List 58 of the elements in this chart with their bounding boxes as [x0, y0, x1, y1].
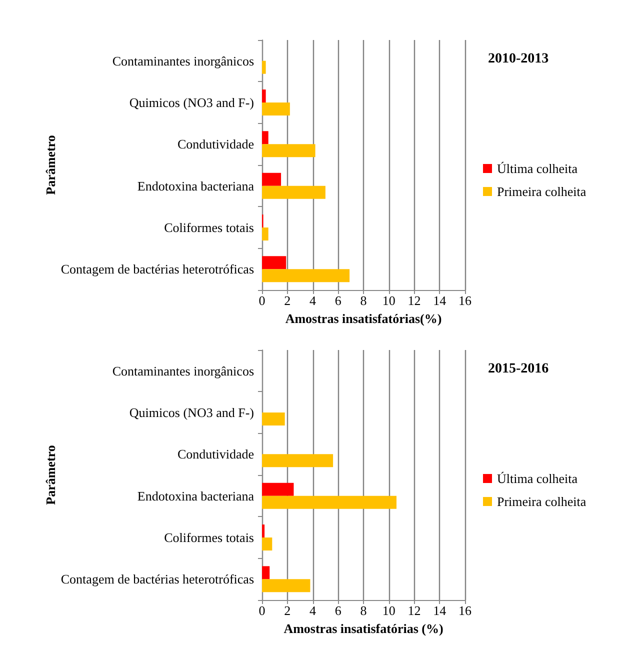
x-tick-label: 6 [334, 603, 342, 618]
y-tick-label: Contaminantes inorgânicos [112, 363, 254, 378]
bar [262, 228, 268, 240]
y-tick-label: Quimicos (NO3 and F-) [129, 95, 254, 110]
x-tick-label: 12 [408, 603, 421, 618]
bar [262, 256, 286, 270]
bar [262, 538, 272, 550]
bar [262, 90, 266, 102]
bar [262, 60, 266, 74]
text: 2015-2016 [488, 362, 549, 376]
bar [262, 454, 334, 468]
y-tick-label: Contagem de bactérias heterotróficas [60, 262, 254, 277]
x-tick-label: 2 [284, 603, 291, 618]
legend-label: Primeira colheita [497, 184, 586, 199]
bar [262, 524, 265, 538]
y-tick-label: Contagem de bactérias heterotróficas [60, 572, 254, 587]
y-tick-label: Endotoxina bacteriana [137, 178, 254, 194]
x-tick-label: 4 [310, 293, 316, 308]
y-tick-label: Coliformes totais [164, 530, 254, 545]
x-tick-label: 2 [284, 293, 291, 308]
text: 2010-2013 [488, 52, 549, 66]
bar [262, 144, 316, 158]
x-tick-label: 14 [433, 603, 447, 618]
bar [262, 172, 282, 186]
x-tick-label: 0 [258, 293, 266, 308]
x-tick-label: 16 [458, 603, 472, 618]
y-tick-label: Quimicos (NO3 and F-) [129, 405, 254, 420]
bar [262, 131, 268, 144]
y-tick-label: Coliformes totais [164, 220, 254, 235]
bar [262, 579, 310, 592]
x-tick-label: 10 [382, 293, 396, 308]
x-tick-label: 8 [360, 603, 367, 618]
y-tick-label: Endotoxina bacteriana [137, 488, 254, 504]
x-axis-title: Amostras insatisfatórias (%) [284, 621, 444, 636]
x-tick-label: 10 [382, 603, 396, 618]
y-tick-label: Contaminantes inorgânicos [112, 53, 254, 68]
bar [262, 496, 396, 509]
bar [262, 412, 285, 426]
legend-label: Última colheita [497, 471, 578, 486]
legend-label: Última colheita [497, 161, 578, 176]
legend-label: Primeira colheita [497, 494, 586, 509]
x-tick-label: 0 [258, 603, 266, 618]
bar [262, 102, 290, 116]
bar [262, 186, 326, 199]
x-tick-label: 16 [458, 293, 472, 308]
y-axis-title: Parâmetro [42, 135, 58, 195]
x-tick-label: 8 [360, 293, 367, 308]
x-tick-label: 12 [408, 293, 421, 308]
x-axis-title: Amostras insatisfatórias(%) [285, 311, 442, 326]
x-tick-label: 6 [334, 293, 342, 308]
y-tick-label: Condutividade [177, 446, 254, 462]
bar [262, 269, 350, 282]
x-tick-label: 4 [310, 603, 316, 618]
y-axis-title: Parâmetro [42, 445, 58, 505]
y-tick-label: Condutividade [177, 136, 254, 152]
bar [262, 566, 270, 580]
bar [262, 482, 294, 496]
x-tick-label: 14 [433, 293, 447, 308]
